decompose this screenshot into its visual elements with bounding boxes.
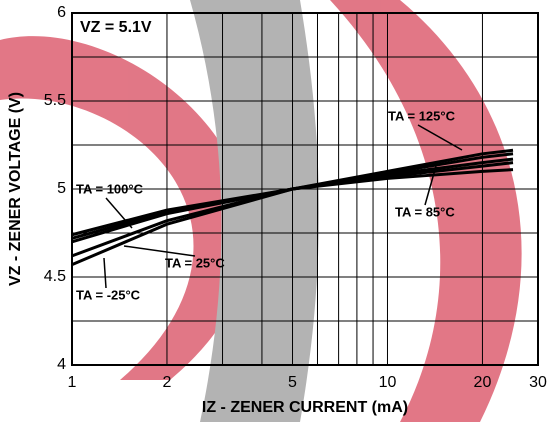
- x-tick-label: 20: [474, 374, 492, 391]
- y-tick-label: 5.5: [44, 92, 66, 109]
- x-tick-label: 30: [529, 374, 547, 391]
- label-arrow: [105, 197, 133, 229]
- y-axis-title: VZ - ZENER VOLTAGE (V): [7, 92, 24, 286]
- label-arrow: [424, 165, 437, 206]
- x-tick-label: 1: [68, 374, 77, 391]
- x-tick-label: 10: [379, 374, 397, 391]
- watermark-shape: [0, 36, 251, 380]
- series-line: [71, 168, 514, 267]
- annotation: VZ = 5.1V: [80, 19, 152, 36]
- series-label: TA = 100°C: [76, 181, 144, 196]
- watermark-shape: [330, 0, 522, 422]
- x-axis-title: IZ - ZENER CURRENT (mA): [202, 399, 408, 416]
- x-tick-label: 2: [163, 374, 172, 391]
- y-tick-label: 4: [57, 356, 66, 373]
- y-tick-label: 4.5: [44, 268, 66, 285]
- x-tick-label: 5: [288, 374, 297, 391]
- series-label: TA = -25°C: [76, 287, 141, 302]
- label-arrow: [103, 257, 107, 289]
- series-label: TA = 85°C: [395, 204, 455, 219]
- series-label: TA = 125°C: [388, 108, 456, 123]
- y-tick-label: 5: [57, 180, 66, 197]
- label-arrow: [417, 124, 463, 151]
- y-tick-label: 6: [57, 4, 66, 21]
- series-line: [71, 157, 514, 258]
- series-label: TA = 25°C: [165, 255, 225, 270]
- label-arrow: [123, 245, 196, 257]
